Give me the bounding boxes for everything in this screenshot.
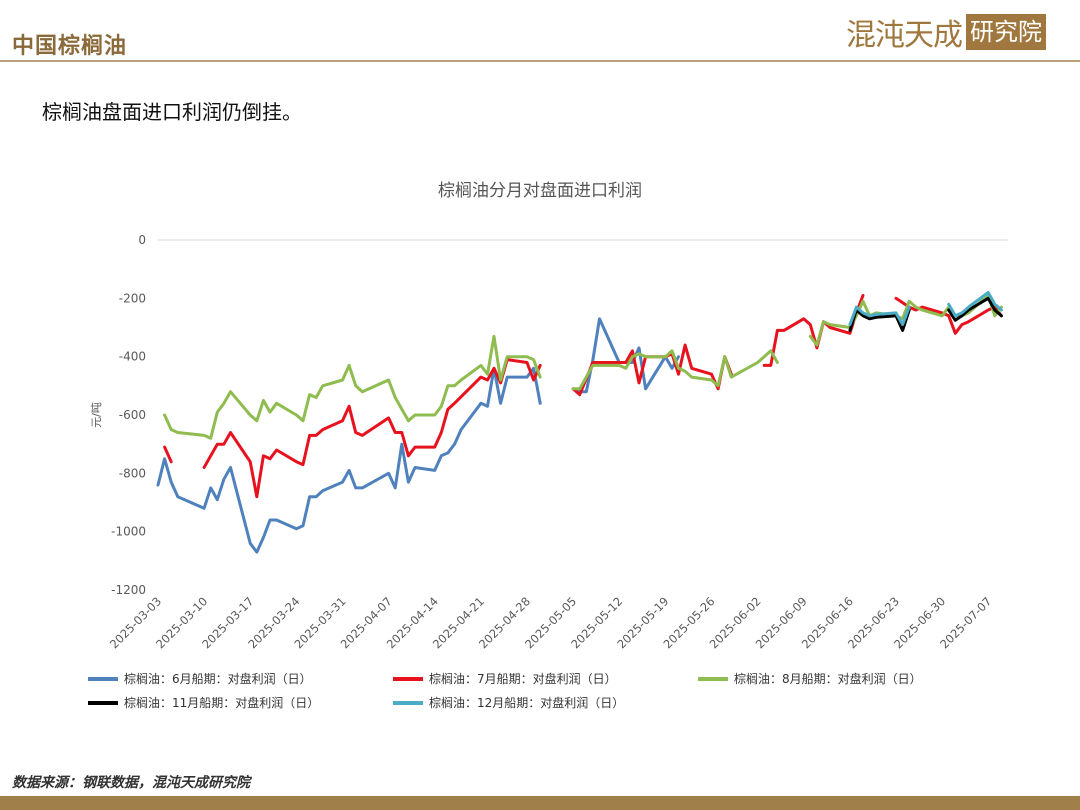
- legend-swatch: [88, 676, 118, 681]
- y-tick-label: -800: [119, 466, 146, 480]
- y-tick-label: -400: [119, 350, 146, 364]
- slide-subtitle: 棕榈油盘面进口利润仍倒挂。: [42, 100, 302, 124]
- legend-item: 棕榈油：8月船期：对盘利润（日）: [698, 670, 922, 687]
- y-tick-label: -1000: [111, 525, 146, 539]
- series-line-s7: [894, 296, 1003, 335]
- legend-swatch: [393, 676, 423, 681]
- legend-swatch: [698, 676, 728, 681]
- y-tick-label: -600: [119, 408, 146, 422]
- legend-label: 棕榈油：8月船期：对盘利润（日）: [734, 672, 922, 686]
- legend-item: 棕榈油：6月船期：对盘利润（日）: [88, 670, 312, 687]
- page-header: 中国棕榈油 混沌天成 研究院: [0, 0, 1080, 62]
- legend-swatch: [88, 700, 118, 705]
- series-line-s8: [571, 349, 779, 391]
- series-line-s7: [571, 343, 733, 397]
- legend-item: 棕榈油：7月船期：对盘利润（日）: [393, 670, 617, 687]
- y-tick-label: -1200: [111, 583, 146, 597]
- y-tick-label: 0: [138, 233, 146, 247]
- data-source-note: 数据来源：钢联数据，混沌天成研究院: [12, 775, 250, 791]
- legend-swatch: [393, 700, 423, 705]
- chart-legend: 棕榈油：6月船期：对盘利润（日） 棕榈油：7月船期：对盘利润（日） 棕榈油：8月船期…: [88, 670, 1048, 720]
- y-tick-label: -200: [119, 291, 146, 305]
- y-axis-label: 元/吨: [90, 402, 103, 428]
- series-line-s7: [202, 358, 542, 499]
- series-line-s12: [947, 291, 1003, 318]
- series-line-s11: [947, 296, 1003, 322]
- series-line-s7: [762, 293, 865, 367]
- legend-item: 棕榈油：11月船期：对盘利润（日）: [88, 694, 319, 711]
- logo-text: 混沌天成: [846, 18, 963, 53]
- legend-label: 棕榈油：11月船期：对盘利润（日）: [124, 696, 320, 710]
- footer-bar: [0, 796, 1080, 810]
- series-line-s11: [848, 308, 911, 332]
- chart-title: 棕榈油分月对盘面进口利润: [438, 181, 642, 201]
- line-chart: 0-200-400-600-800-1000-1200元/吨2025-03-03…: [90, 233, 1008, 651]
- company-logo: 混沌天成 研究院: [846, 14, 1046, 53]
- series-line-s6: [156, 366, 542, 554]
- legend-item: 棕榈油：12月船期：对盘利润（日）: [393, 694, 624, 711]
- legend-label: 棕榈油：6月船期：对盘利润（日）: [124, 672, 312, 686]
- series-line-s12: [848, 305, 911, 327]
- logo-box-text: 研究院: [966, 14, 1046, 50]
- series-line-s7: [163, 445, 173, 464]
- header-divider: [0, 60, 1080, 62]
- legend-label: 棕榈油：12月船期：对盘利润（日）: [429, 696, 625, 710]
- series-line-s8: [163, 334, 542, 440]
- page-title: 中国棕榈油: [12, 33, 128, 59]
- legend-label: 棕榈油：7月船期：对盘利润（日）: [429, 672, 617, 686]
